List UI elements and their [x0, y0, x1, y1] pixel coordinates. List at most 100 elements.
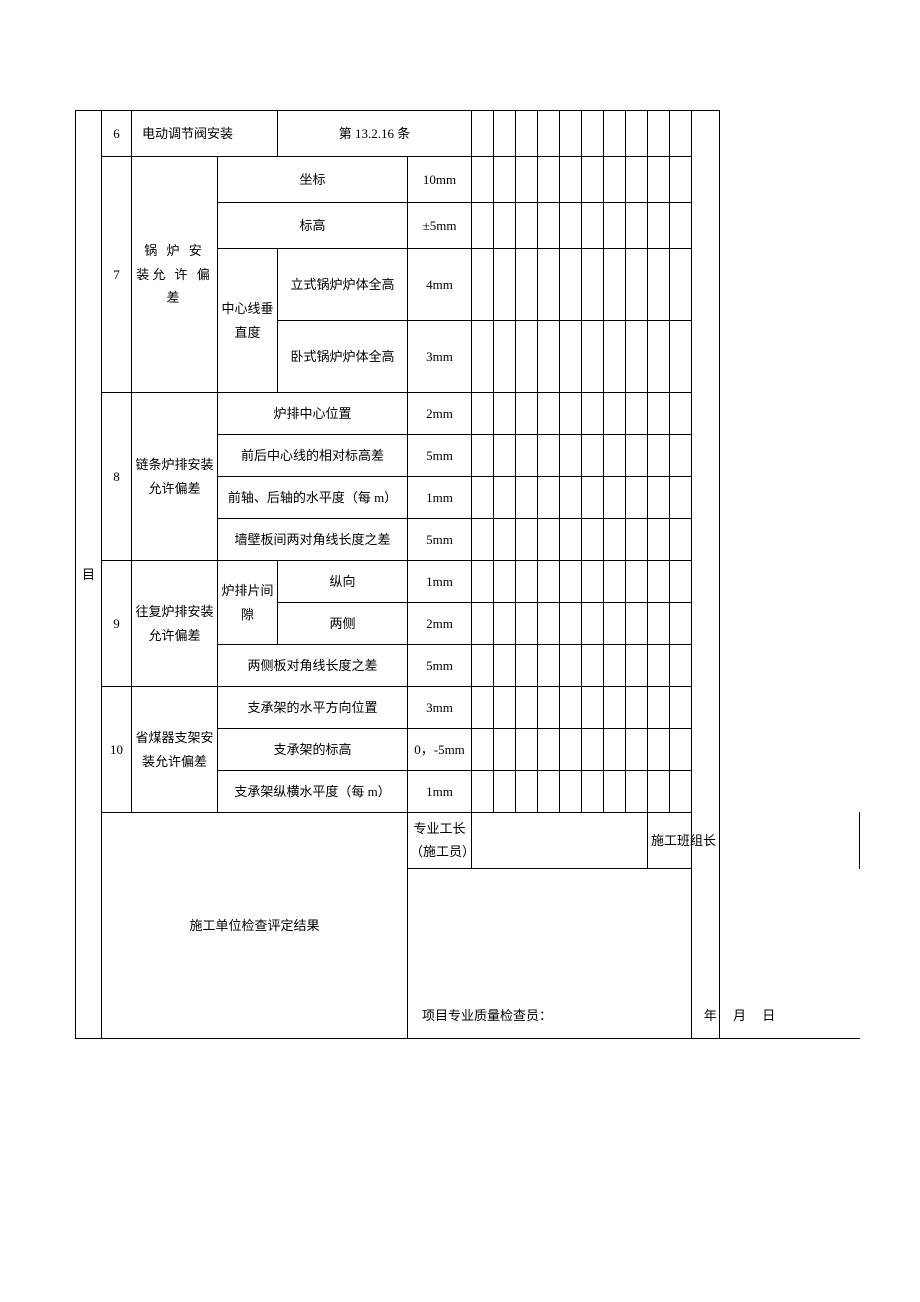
- check[interactable]: [516, 561, 538, 603]
- check[interactable]: [516, 477, 538, 519]
- check[interactable]: [582, 687, 604, 729]
- check[interactable]: [670, 111, 692, 157]
- check[interactable]: [560, 603, 582, 645]
- check[interactable]: [560, 729, 582, 771]
- check[interactable]: [626, 645, 648, 687]
- check[interactable]: [582, 435, 604, 477]
- check[interactable]: [516, 393, 538, 435]
- check[interactable]: [582, 321, 604, 393]
- check[interactable]: [538, 321, 560, 393]
- check[interactable]: [582, 729, 604, 771]
- check[interactable]: [604, 603, 626, 645]
- check[interactable]: [516, 519, 538, 561]
- check[interactable]: [538, 729, 560, 771]
- check[interactable]: [516, 771, 538, 813]
- check[interactable]: [516, 729, 538, 771]
- check[interactable]: [560, 687, 582, 729]
- check[interactable]: [626, 603, 648, 645]
- check[interactable]: [604, 321, 626, 393]
- check[interactable]: [604, 435, 626, 477]
- check[interactable]: [538, 645, 560, 687]
- check[interactable]: [472, 477, 494, 519]
- check[interactable]: [582, 393, 604, 435]
- check[interactable]: [494, 477, 516, 519]
- check[interactable]: [494, 435, 516, 477]
- check[interactable]: [604, 157, 626, 203]
- check[interactable]: [648, 687, 670, 729]
- check[interactable]: [472, 645, 494, 687]
- check[interactable]: [670, 393, 692, 435]
- check[interactable]: [648, 393, 670, 435]
- check[interactable]: [494, 687, 516, 729]
- check[interactable]: [626, 561, 648, 603]
- check[interactable]: [670, 687, 692, 729]
- check[interactable]: [648, 321, 670, 393]
- check[interactable]: [626, 249, 648, 321]
- check[interactable]: [516, 687, 538, 729]
- check[interactable]: [626, 203, 648, 249]
- check[interactable]: [472, 321, 494, 393]
- check[interactable]: [560, 111, 582, 157]
- check[interactable]: [670, 477, 692, 519]
- check[interactable]: [494, 771, 516, 813]
- check[interactable]: [670, 157, 692, 203]
- check[interactable]: [604, 519, 626, 561]
- check[interactable]: [472, 729, 494, 771]
- check[interactable]: [472, 771, 494, 813]
- check[interactable]: [626, 477, 648, 519]
- check[interactable]: [670, 729, 692, 771]
- check[interactable]: [604, 561, 626, 603]
- check[interactable]: [626, 157, 648, 203]
- check[interactable]: [648, 519, 670, 561]
- check[interactable]: [604, 111, 626, 157]
- check[interactable]: [538, 561, 560, 603]
- check[interactable]: [670, 203, 692, 249]
- foreman-value[interactable]: [472, 813, 648, 869]
- check[interactable]: [494, 393, 516, 435]
- check[interactable]: [626, 111, 648, 157]
- check[interactable]: [538, 603, 560, 645]
- check[interactable]: [538, 477, 560, 519]
- check[interactable]: [648, 157, 670, 203]
- check[interactable]: [560, 249, 582, 321]
- check[interactable]: [604, 203, 626, 249]
- check[interactable]: [560, 393, 582, 435]
- check[interactable]: [648, 729, 670, 771]
- check[interactable]: [670, 249, 692, 321]
- check[interactable]: [626, 687, 648, 729]
- check[interactable]: [560, 435, 582, 477]
- check[interactable]: [648, 561, 670, 603]
- check[interactable]: [648, 203, 670, 249]
- check[interactable]: [538, 771, 560, 813]
- check[interactable]: [560, 157, 582, 203]
- check[interactable]: [626, 321, 648, 393]
- check[interactable]: [472, 603, 494, 645]
- check[interactable]: [648, 111, 670, 157]
- check[interactable]: [560, 203, 582, 249]
- check[interactable]: [516, 249, 538, 321]
- check[interactable]: [494, 111, 516, 157]
- check[interactable]: [472, 157, 494, 203]
- check[interactable]: [604, 477, 626, 519]
- check[interactable]: [648, 477, 670, 519]
- check[interactable]: [670, 603, 692, 645]
- check[interactable]: [560, 561, 582, 603]
- result-box[interactable]: 项目专业质量检查员： 年 月 日: [408, 868, 860, 1038]
- check[interactable]: [604, 771, 626, 813]
- check[interactable]: [670, 645, 692, 687]
- check[interactable]: [560, 519, 582, 561]
- check[interactable]: [516, 603, 538, 645]
- check[interactable]: [582, 157, 604, 203]
- check[interactable]: [626, 729, 648, 771]
- check[interactable]: [494, 561, 516, 603]
- check[interactable]: [494, 519, 516, 561]
- check[interactable]: [582, 603, 604, 645]
- check[interactable]: [494, 645, 516, 687]
- check[interactable]: [472, 687, 494, 729]
- check[interactable]: [648, 603, 670, 645]
- check[interactable]: [604, 645, 626, 687]
- check[interactable]: [604, 687, 626, 729]
- check[interactable]: [472, 519, 494, 561]
- check[interactable]: [538, 111, 560, 157]
- check[interactable]: [494, 203, 516, 249]
